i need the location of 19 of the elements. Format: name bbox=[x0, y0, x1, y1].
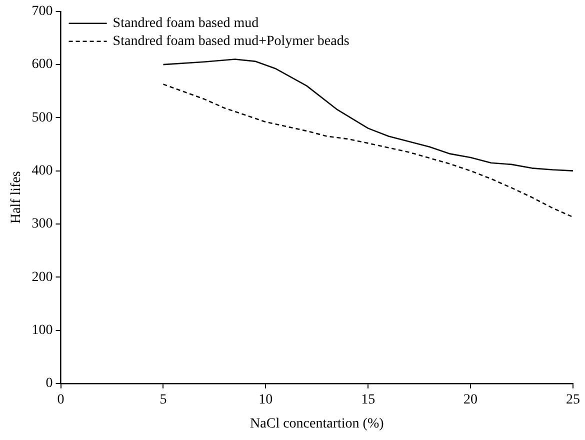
y-axis-title: Half lifes bbox=[9, 171, 24, 224]
x-tick-label: 5 bbox=[160, 392, 167, 408]
line-series bbox=[162, 84, 573, 218]
y-tick-label: 300 bbox=[32, 216, 53, 232]
y-tick-label: 400 bbox=[32, 164, 53, 178]
y-tick-label: 100 bbox=[32, 322, 53, 338]
x-tick-label: 25 bbox=[566, 392, 580, 408]
y-tick-label: 0 bbox=[46, 376, 53, 392]
x-tick-label: 15 bbox=[361, 392, 376, 408]
y-tick-label: 500 bbox=[32, 110, 53, 126]
y-tick-label: 700 bbox=[32, 4, 53, 20]
y-tick-label: 600 bbox=[32, 57, 53, 72]
x-tick-label: 0 bbox=[57, 392, 64, 408]
legend-label: Standred foam based mud+Polymer beads bbox=[112, 34, 350, 50]
y-tick-label: 200 bbox=[32, 270, 53, 285]
x-tick-label: 20 bbox=[464, 392, 478, 408]
legend-label: Standred foam based mud bbox=[112, 16, 259, 32]
x-tick-label: 10 bbox=[258, 392, 273, 408]
x-axis-title: NaCl concentartion (%) bbox=[250, 416, 384, 432]
